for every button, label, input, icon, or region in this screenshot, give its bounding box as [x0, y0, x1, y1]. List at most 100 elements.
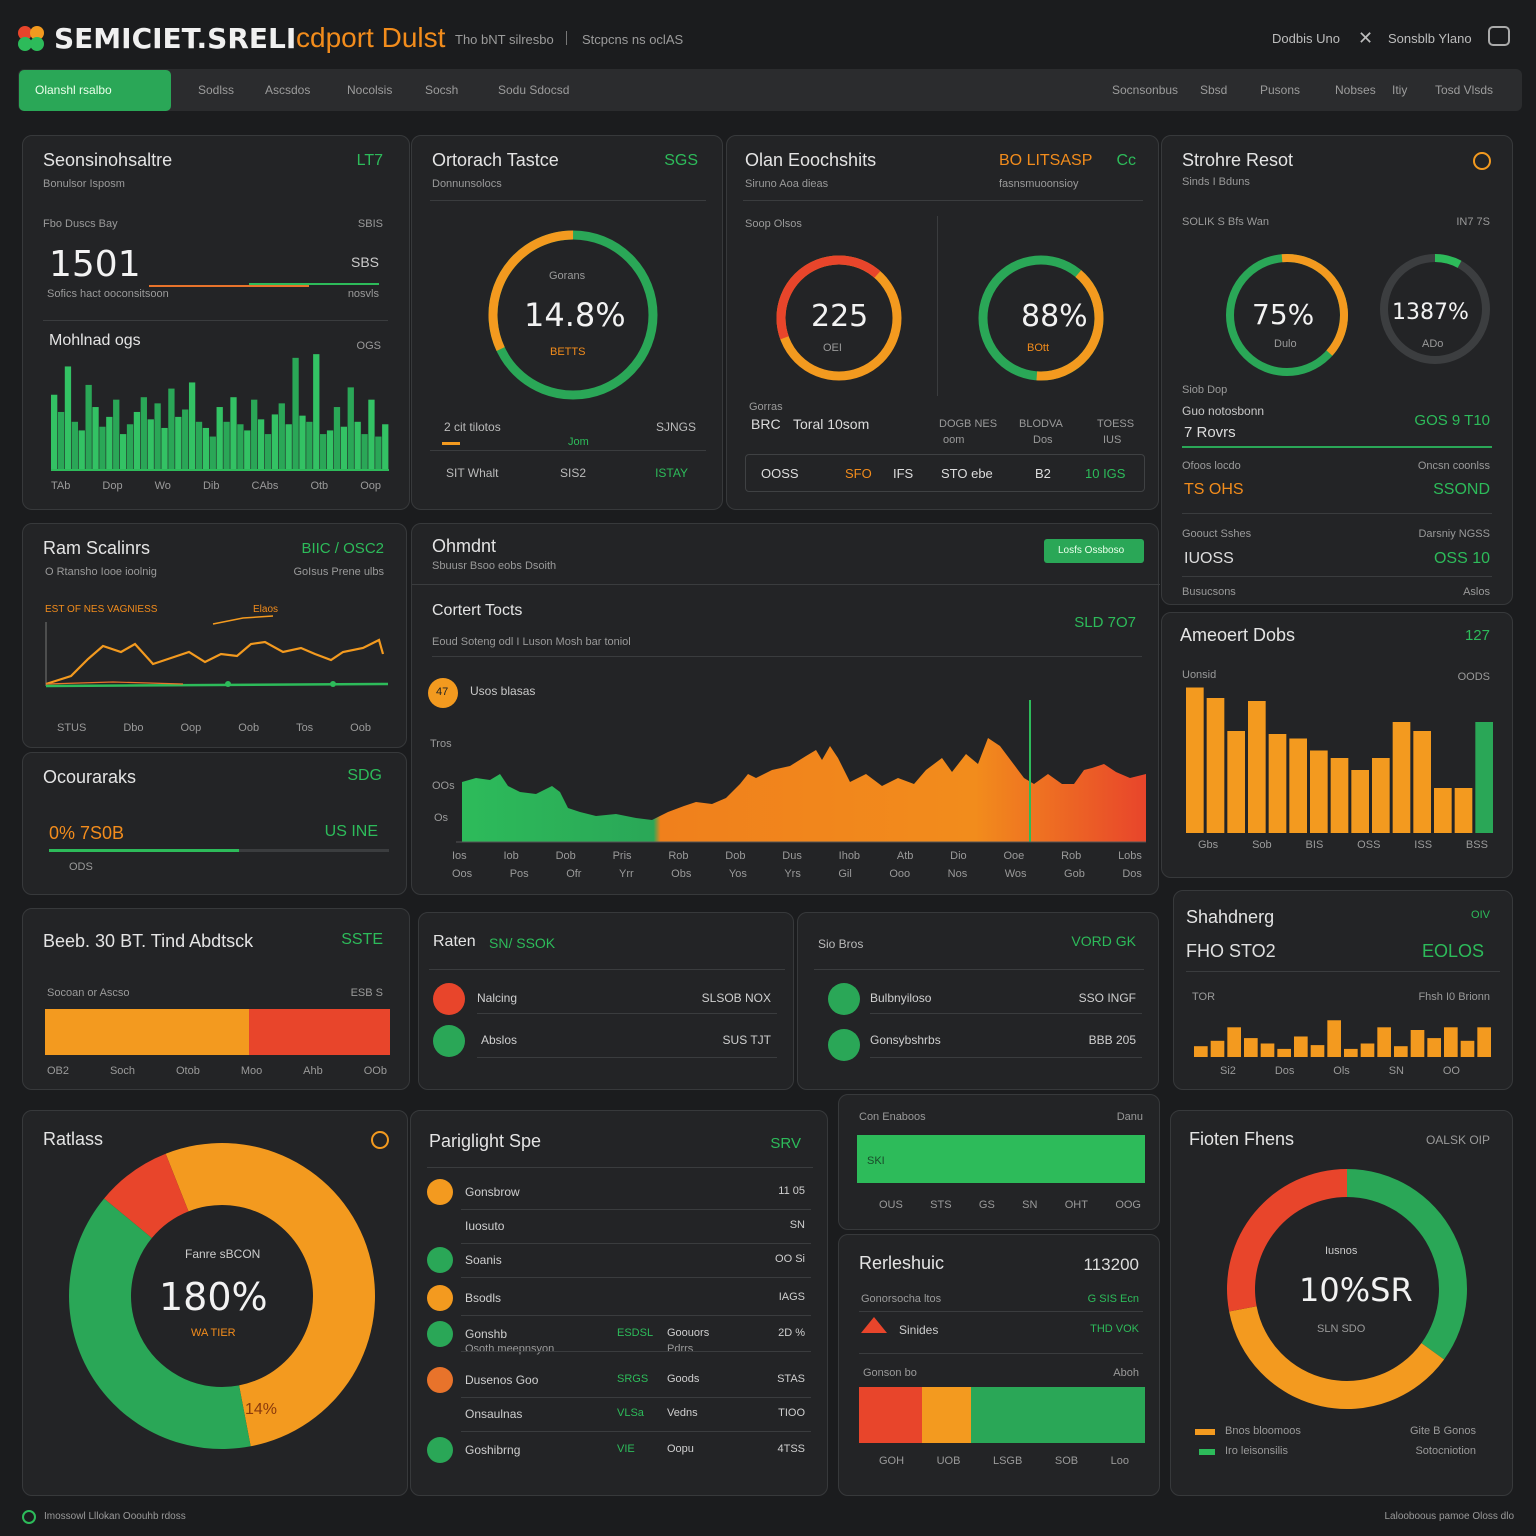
list-value-4: TS OHS	[1184, 481, 1244, 498]
bar	[113, 399, 120, 471]
x-axis-tick: STUS	[57, 722, 87, 734]
kpi-line-green	[249, 283, 379, 285]
cell-7: oom	[943, 434, 965, 446]
breadcrumb-1[interactable]: Tho bNT silresbo	[455, 32, 554, 47]
list-label-5r: Darsniy NGSS	[1418, 528, 1490, 540]
close-icon[interactable]: ✕	[1358, 28, 1374, 48]
panel-title: Strohre Resot	[1182, 150, 1294, 170]
x-axis-tick: SOB	[1054, 1455, 1079, 1467]
status-indicator-icon[interactable]	[371, 1131, 389, 1149]
bar	[1289, 738, 1307, 833]
x-axis-tick: UOB	[936, 1455, 961, 1467]
y-tick-3: Os	[434, 812, 449, 824]
action-button[interactable]: Losfs Ossboso	[1044, 539, 1144, 563]
nav-right-1[interactable]: Socnsonbus	[1112, 83, 1179, 97]
nav-right-2[interactable]: Sbsd	[1200, 83, 1228, 97]
row-divider	[461, 1209, 811, 1210]
donut-chart	[69, 1143, 375, 1449]
stat-b1: OOSS	[761, 466, 799, 481]
bar	[1392, 722, 1411, 833]
panel-title: Sio Bros	[818, 937, 864, 951]
nav-tab-2[interactable]: Ascsdos	[265, 83, 311, 97]
breadcrumb-divider	[566, 31, 567, 45]
stat-b5: B2	[1035, 466, 1051, 481]
list-value-5: IUOSS	[1184, 550, 1234, 567]
progress-fill	[857, 1135, 1145, 1183]
legend-swatch-1	[1195, 1429, 1215, 1435]
x-axis-tick: Sob	[1252, 839, 1272, 851]
chart-title: Mohlnad ogs	[49, 332, 141, 349]
panel-badge: 127	[1464, 627, 1490, 644]
bar	[1277, 1048, 1291, 1057]
gauge-2-value: 1387%	[1392, 300, 1469, 325]
list-label-2: Guo notosbonn	[1182, 404, 1265, 418]
x-axis-tick: OUS	[879, 1199, 903, 1211]
panel-sio-bros: Sio Bros VORD GK Bulbnyiloso SSO INGF Go…	[797, 912, 1159, 1090]
list-label-5: Goouct Sshes	[1182, 528, 1252, 540]
app-subtitle: cdport Dulst	[296, 22, 446, 53]
nav-active-tab[interactable]: Olanshl rsalbo	[19, 70, 171, 111]
bar	[1294, 1036, 1308, 1057]
x-axis-tick: Gbs	[1198, 839, 1219, 851]
bar	[347, 387, 354, 471]
bar	[230, 397, 237, 471]
bar	[1434, 788, 1452, 833]
row-divider	[461, 1397, 811, 1398]
x-axis: OB2 Soch Otob Moo Ahb OOb	[47, 1065, 387, 1077]
bar	[313, 354, 320, 471]
row-label: Soop Olsos	[745, 218, 802, 230]
bar	[85, 384, 92, 471]
status-indicator-icon[interactable]	[1473, 152, 1491, 170]
panel-title: Con Enaboos	[859, 1111, 926, 1123]
chart-sub: TOR	[1192, 991, 1216, 1003]
bar	[154, 403, 161, 471]
top-right-link-1[interactable]: Dodbis Uno	[1272, 31, 1340, 46]
x-axis-tick: Gob	[1064, 868, 1085, 880]
legend-right-2: Sotocniotion	[1415, 1445, 1476, 1457]
progress-fill	[49, 849, 239, 852]
x-axis-tick: Loo	[1110, 1455, 1129, 1467]
panel-badge: BIIC / OSC2	[301, 540, 384, 557]
row-mid-2: Oopu	[667, 1443, 694, 1455]
divider	[859, 1311, 1143, 1312]
bar	[340, 426, 348, 471]
bar	[223, 421, 230, 471]
row-label: Fbo Duscs Bay	[43, 218, 118, 230]
nav-right-4[interactable]: Nobses	[1335, 83, 1376, 97]
row-mid-2: Goouors	[667, 1327, 710, 1339]
chart-badge: SLD 7O7	[1074, 614, 1136, 631]
donut-slice	[165, 1143, 375, 1447]
stat-b6: 10 IGS	[1085, 466, 1126, 481]
top-right-link-2[interactable]: Sonsblb Ylano	[1388, 31, 1472, 46]
marker-badge-value: 47	[436, 686, 449, 698]
nav-right-6[interactable]: Tosd Vlsds	[1435, 83, 1494, 97]
bar	[257, 419, 265, 471]
row-2-label: Gonsybshrbs	[870, 1033, 941, 1047]
nav-tab-4[interactable]: Socsh	[425, 83, 459, 97]
nav-tab-1[interactable]: Sodlss	[198, 83, 235, 97]
nav-tab-3[interactable]: Nocolsis	[347, 83, 393, 97]
marker-badge[interactable]: 47	[428, 678, 458, 708]
donut-slice	[1229, 1306, 1445, 1409]
panel-raten: Raten SN/ SSOK Nalcing SLSOB NOX Abslos …	[418, 912, 794, 1090]
nav-right-5[interactable]: Itiy	[1392, 83, 1408, 97]
user-icon[interactable]	[1488, 26, 1510, 46]
panel-subtitle: Siruno Aoa dieas	[745, 178, 829, 190]
nav-right-3[interactable]: Pusons	[1260, 83, 1301, 97]
cell-3: Toral 10som	[793, 416, 870, 432]
bar	[51, 394, 58, 471]
bar	[1260, 1043, 1275, 1057]
nav-tab-5[interactable]: Sodu Sdocsd	[498, 83, 570, 97]
panel-badge: SDG	[347, 767, 382, 784]
panel-badge-2: Cc	[1116, 152, 1136, 169]
x-axis-tick: OOb	[363, 1065, 387, 1077]
chart-title: Cortert Tocts	[432, 602, 523, 619]
panel-badge: SRV	[770, 1135, 801, 1152]
panel-subtitle: Bonulsor Isposm	[43, 178, 125, 190]
row-icon	[427, 1367, 453, 1393]
donut-slice	[104, 1153, 189, 1238]
breadcrumb-2[interactable]: Stcpcns ns oclAS	[582, 32, 684, 47]
row-value: 11 05	[778, 1185, 805, 1197]
bar	[361, 434, 368, 471]
bar	[147, 419, 154, 471]
